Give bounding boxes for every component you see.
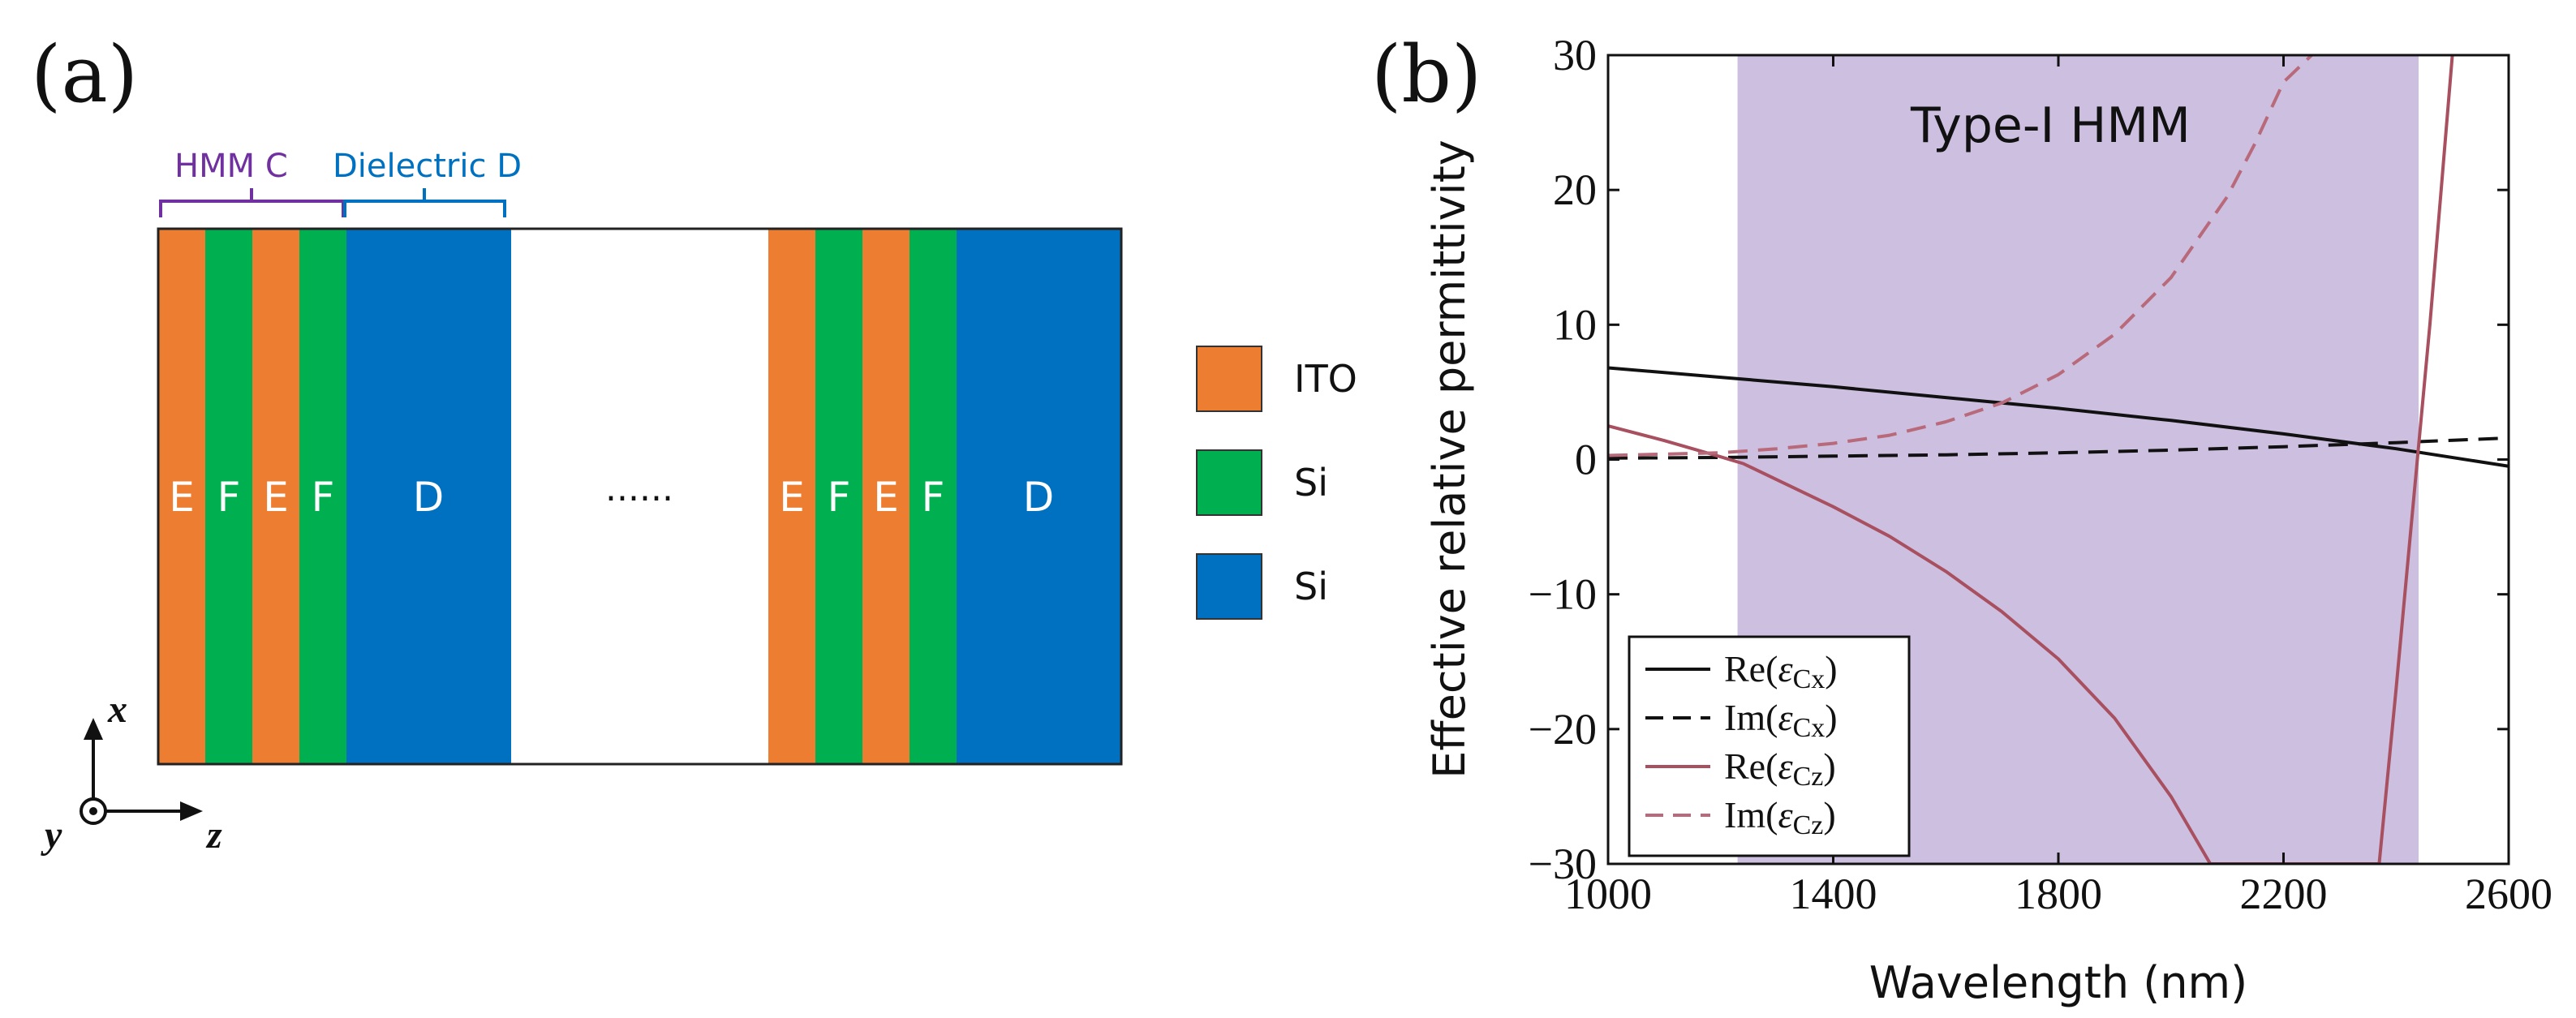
layer-f-3-letter: F (828, 474, 851, 521)
layer-f-4-letter: F (922, 474, 945, 521)
tick-layer: 1000 1400 1800 2200 2600 30 20 10 0 −10 −20 −30 (1529, 31, 2552, 918)
dielectric-bracket-label: Dielectric D (333, 148, 522, 185)
series-line-3 (1608, 55, 2454, 864)
material-legend: ITO Si Si (1196, 346, 1357, 620)
series-line-2 (1608, 436, 2509, 460)
region-label: Type-I HMM (1910, 97, 2191, 154)
y-tick-label: 30 (1553, 31, 1597, 79)
hmm-bracket-label: HMM C (174, 148, 288, 185)
x-tick-label: 2600 (2465, 870, 2552, 918)
x-axis-arrowhead (84, 718, 103, 740)
layer-e-2 (252, 229, 299, 764)
axis-label-z: z (205, 814, 222, 857)
layer-d-1 (346, 229, 511, 764)
layer-d-2-letter: D (1023, 474, 1055, 521)
x-tick-label: 1000 (1564, 870, 1652, 918)
legend-swatch-ito (1196, 346, 1262, 412)
coordinate-axes: x y z (41, 688, 222, 857)
layer-d-2 (957, 229, 1121, 764)
x-tick-label: 1400 (1790, 870, 1877, 918)
legend-swatch-si-green (1196, 449, 1262, 516)
x-axis-title: Wavelength (nm) (1869, 957, 2247, 1008)
layer-f-1 (205, 229, 252, 764)
layer-e-3 (768, 229, 815, 764)
x-tick-label: 2200 (2240, 870, 2328, 918)
layer-f-2-letter: F (312, 474, 335, 521)
y-tick-label: −30 (1529, 840, 1597, 888)
layer-f-2 (299, 229, 346, 764)
legend-entry-im-cx: Im(εCx) (1724, 697, 1838, 743)
y-tick-label: 0 (1575, 436, 1597, 484)
legend-label-si-blue: Si (1294, 565, 1328, 608)
panel-b-label: (b) (1371, 29, 1482, 120)
y-tick-label: −10 (1529, 570, 1597, 619)
chart-legend-box (1628, 635, 1911, 857)
axis-label-y: y (41, 814, 62, 857)
legend-swatch-si-blue (1196, 553, 1262, 620)
series-line-4 (1608, 55, 2313, 457)
ellipsis: ...... (605, 468, 673, 509)
layer-e-3-letter: E (779, 474, 805, 521)
layer-f-3 (815, 229, 862, 764)
layer-f-4 (910, 229, 957, 764)
series-layer (1608, 55, 2509, 864)
y-axis-dot (89, 807, 97, 815)
layer-f-1-letter: F (217, 474, 241, 521)
y-tick-label: 20 (1553, 165, 1597, 214)
hmm-bracket: HMM C (159, 148, 345, 217)
layer-e-4 (862, 229, 910, 764)
legend-label-si-green: Si (1294, 461, 1328, 505)
z-axis-arrowhead (180, 801, 203, 821)
layer-d-1-letter: D (413, 474, 445, 521)
y-axis-title: Effective relative permittivity (1424, 140, 1475, 778)
x-tick-label: 1800 (2015, 870, 2102, 918)
legend-label-ito: ITO (1294, 357, 1357, 401)
layer-e-1 (158, 229, 205, 764)
layer-e-1-letter: E (169, 474, 195, 521)
chart-legend: Re(εCx) Im(εCx) Re(εCz) Im(εCz) (1628, 635, 1911, 857)
permittivity-chart: 1000 1400 1800 2200 2600 30 20 10 0 −10 −20 −30 Typ… (1424, 31, 2552, 1008)
layer-e-2-letter: E (263, 474, 289, 521)
stack-outline (157, 227, 1123, 766)
axis-label-x: x (107, 688, 127, 731)
y-tick-label: −20 (1529, 705, 1597, 754)
y-tick-label: 10 (1553, 300, 1597, 349)
layer-stack: E F E F D ...... E F E F D (157, 227, 1123, 766)
layer-e-4-letter: E (873, 474, 899, 521)
panel-a-label: (a) (31, 29, 138, 120)
dielectric-bracket: Dielectric D (333, 148, 522, 217)
